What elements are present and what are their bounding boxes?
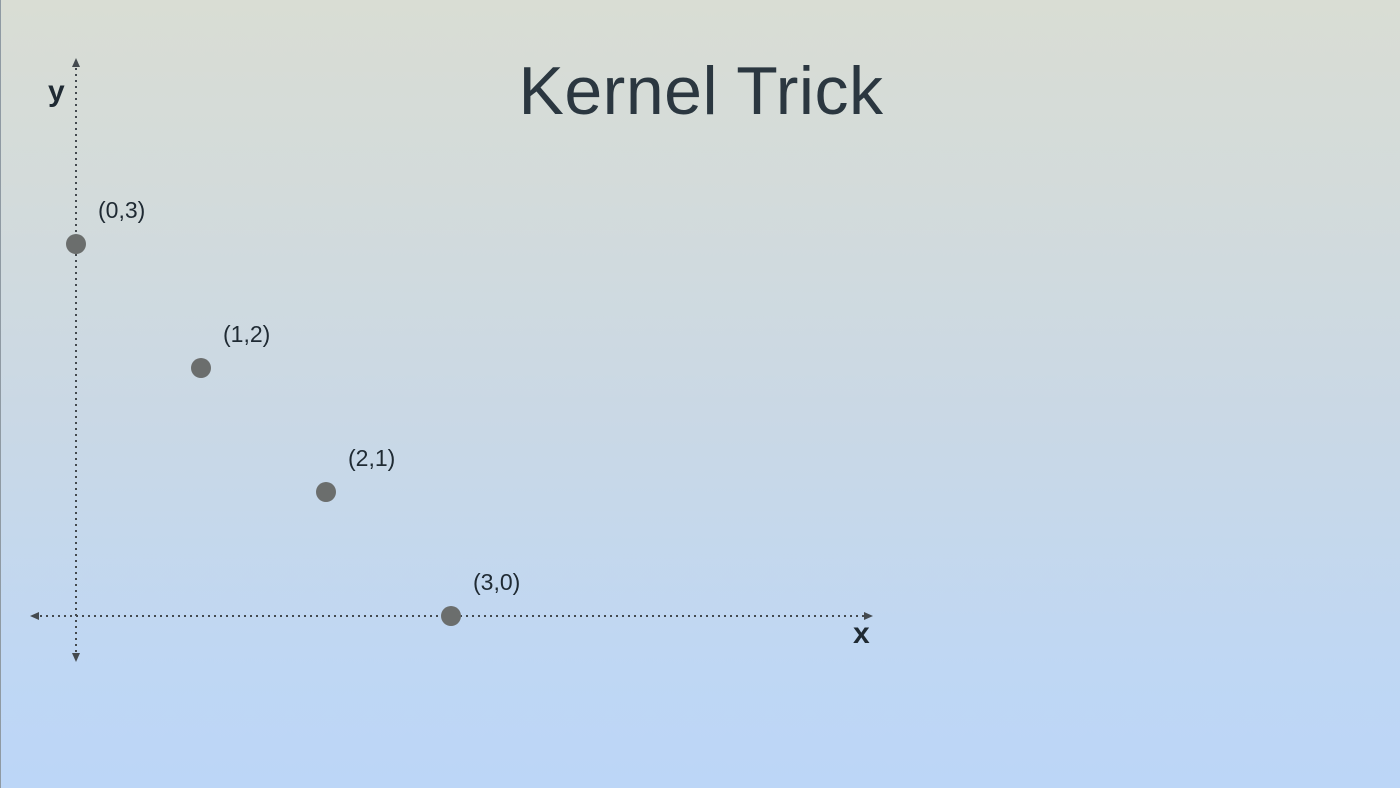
y-axis-label: y	[48, 75, 65, 108]
axes-group: x y	[30, 58, 873, 662]
slide-title: Kernel Trick	[518, 53, 884, 129]
x-axis-label: x	[853, 617, 870, 650]
point-label-3: (2,1)	[348, 445, 395, 471]
point-label-2: (1,2)	[223, 321, 270, 347]
data-point-3	[316, 482, 336, 502]
points-group	[66, 234, 461, 626]
point-label-1: (0,3)	[98, 197, 145, 223]
data-point-2	[191, 358, 211, 378]
point-labels-group: (0,3) (1,2) (2,1) (3,0)	[98, 197, 520, 595]
data-point-4	[441, 606, 461, 626]
point-label-4: (3,0)	[473, 569, 520, 595]
data-point-1	[66, 234, 86, 254]
